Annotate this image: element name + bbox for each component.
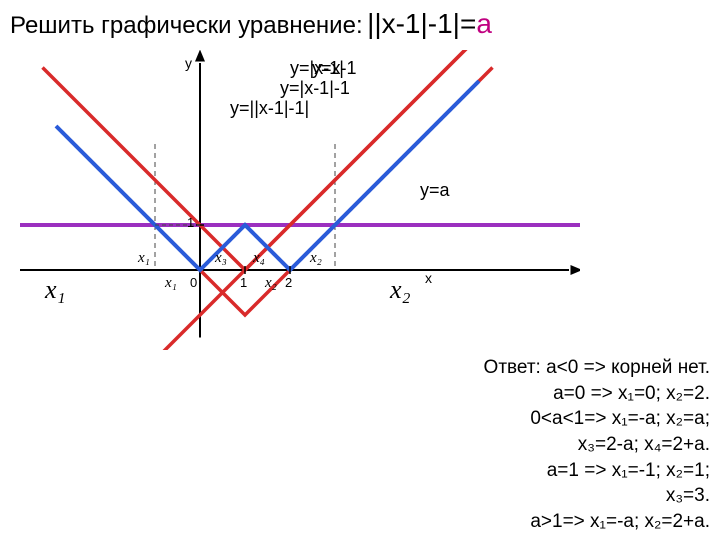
answer-l7: a>1=> x₁=-a; x₂=2+a. [340, 509, 710, 535]
y-axis-label: y [185, 55, 192, 71]
root-s1: x₁ [138, 250, 150, 267]
eq-rhs: a [476, 8, 492, 39]
root-big-x1: x₁ [45, 275, 66, 305]
tick-1y: 1 [187, 215, 194, 230]
answer-l4: x₃=2-a; x₄=2+a. [340, 432, 710, 458]
label-f4: y=||x-1|-1| [230, 98, 309, 119]
eq-lhs: ||x-1|-1|= [367, 8, 476, 39]
x-axis-label: x [425, 270, 432, 286]
tick-0: 0 [190, 275, 197, 290]
answer-l6: x₃=3. [340, 483, 710, 509]
label-f3: y=|x-1|-1 [280, 78, 350, 99]
title-prompt: Решить графически уравнение: [10, 12, 363, 39]
tick-2: 2 [285, 275, 292, 290]
label-fa: y=a [420, 180, 450, 201]
title-equation: ||x-1|-1|=a [367, 8, 492, 39]
answer-l5: a=1 => x₁=-1; x₂=1; [340, 458, 710, 484]
root-t1: x₁ [165, 275, 177, 292]
graph-area: y=x-1 y=|x-1| y=|x-1|-1 y=||x-1|-1| y=a … [20, 50, 580, 350]
answer-l2: а=0 => x₁=0; x₂=2. [340, 381, 710, 407]
root-s2: x₃ [215, 250, 227, 267]
answer-l3: 0<a<1=> x₁=-a; x₂=a; [340, 406, 710, 432]
label-f2: y=|x-1| [290, 58, 344, 79]
root-big-x2: x₂ [390, 275, 411, 305]
tick-1: 1 [240, 275, 247, 290]
answer-block: Ответ: а<0 => корней нет. а=0 => x₁=0; x… [340, 355, 710, 534]
root-t2: x₂ [265, 275, 277, 292]
root-s4: x₂ [310, 250, 322, 267]
answer-l1: Ответ: а<0 => корней нет. [340, 355, 710, 381]
root-s3: x₄ [253, 250, 265, 267]
